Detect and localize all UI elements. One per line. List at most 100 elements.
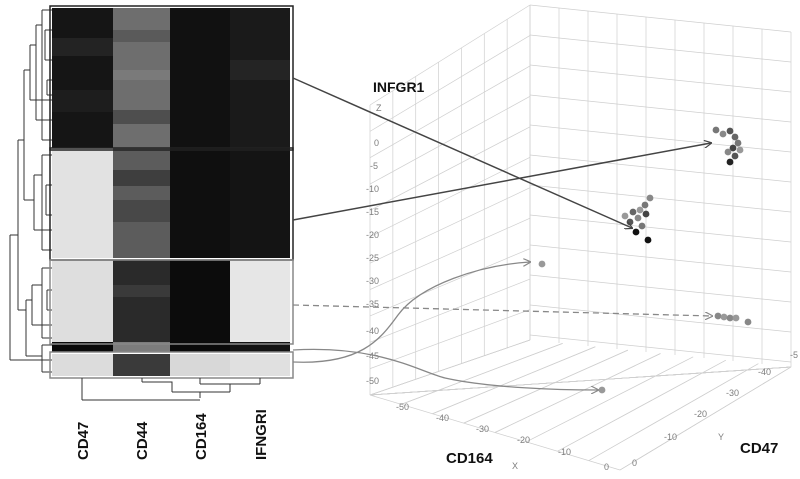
grid-line bbox=[619, 366, 792, 471]
heatmap-cluster-4 bbox=[52, 354, 290, 376]
grid-line bbox=[432, 346, 596, 415]
heatmap-cluster-1 bbox=[52, 8, 290, 148]
scatter-point bbox=[732, 314, 740, 322]
grid-line bbox=[529, 244, 792, 273]
z-tick: -50 bbox=[366, 376, 379, 386]
heatmap-separator-row bbox=[52, 342, 290, 352]
z-tick: -45 bbox=[366, 351, 379, 361]
y-tick: -20 bbox=[694, 409, 707, 419]
y-axis-name: CD47 bbox=[740, 440, 778, 457]
grid-line bbox=[369, 65, 531, 159]
x-tick: -20 bbox=[517, 435, 530, 445]
scatter-point bbox=[598, 386, 606, 394]
grid-line bbox=[369, 339, 531, 396]
y-tick: -40 bbox=[758, 367, 771, 377]
x-axis-ticks: -50 -40 -30 -20 -10 0 X bbox=[396, 402, 609, 472]
y-tick: 0 bbox=[632, 458, 637, 468]
z-tick: -35 bbox=[366, 299, 379, 309]
x-tick: -10 bbox=[558, 447, 571, 457]
scatter3d-grid bbox=[369, 4, 792, 471]
grid-line bbox=[369, 248, 531, 317]
grid-line bbox=[529, 184, 792, 213]
heatmap-column-labels: CD47 CD44 CD164 IFNGRI bbox=[75, 409, 270, 460]
scatter-point bbox=[729, 144, 737, 152]
grid-line bbox=[529, 124, 792, 153]
y-axis-letter: Y bbox=[718, 432, 724, 442]
arrow-cluster3-to-mid-points bbox=[292, 304, 712, 316]
z-axis-letter: Z bbox=[376, 103, 382, 113]
cluster-box-3 bbox=[49, 259, 294, 345]
grid-line bbox=[588, 363, 759, 461]
grid-line bbox=[529, 304, 792, 333]
grid-line bbox=[369, 366, 792, 396]
scatter-point bbox=[626, 218, 634, 226]
scatter-point bbox=[621, 212, 629, 220]
scatter-point bbox=[726, 127, 734, 135]
x-tick: -50 bbox=[396, 402, 409, 412]
heatmap-panel: CD47 CD44 CD164 IFNGRI bbox=[9, 5, 294, 460]
z-tick: -30 bbox=[366, 276, 379, 286]
grid-line bbox=[463, 349, 629, 424]
grid-line bbox=[369, 126, 531, 211]
grid-line bbox=[369, 35, 531, 132]
grid-line bbox=[494, 353, 661, 433]
arrow-cluster2-to-upper-group bbox=[292, 143, 711, 221]
grid-line bbox=[369, 96, 531, 185]
grid-line bbox=[369, 278, 531, 343]
grid-line bbox=[529, 334, 792, 363]
grid-line bbox=[526, 356, 694, 443]
heatmap-cluster-2 bbox=[52, 148, 290, 258]
grid-line bbox=[369, 4, 531, 106]
grid-line bbox=[369, 394, 621, 471]
y-axis-ticks: -5 -40 -30 -20 -10 0 Y bbox=[632, 350, 798, 468]
z-tick: -25 bbox=[366, 253, 379, 263]
connector-arrows bbox=[292, 77, 712, 390]
scatter-point bbox=[538, 260, 546, 268]
x-axis-letter: X bbox=[512, 461, 518, 471]
column-label-ifngri: IFNGRI bbox=[253, 409, 270, 460]
scatter-point bbox=[726, 314, 734, 322]
scatter-point bbox=[731, 152, 739, 160]
grid-line bbox=[369, 156, 531, 238]
arrow-cluster1-to-infgr1-group bbox=[292, 77, 632, 228]
scatter-point bbox=[714, 312, 722, 320]
scatter-point bbox=[712, 126, 720, 134]
z-axis-ticks: 0 -5 -10 -15 -20 -25 -30 -35 -40 -45 -50… bbox=[366, 103, 382, 386]
arrow-cluster3-curve-to-upper-point bbox=[292, 262, 530, 363]
scatter-point bbox=[634, 214, 642, 222]
scatter-point bbox=[644, 236, 652, 244]
z-tick: -20 bbox=[366, 230, 379, 240]
cluster-box-4 bbox=[49, 351, 294, 379]
scatter-point bbox=[734, 139, 742, 147]
grid-line bbox=[529, 214, 792, 243]
grid-line bbox=[529, 274, 792, 303]
grid-line bbox=[557, 359, 726, 452]
y-tick: -10 bbox=[664, 432, 677, 442]
z-tick: 0 bbox=[374, 138, 379, 148]
column-label-cd164: CD164 bbox=[193, 413, 210, 460]
scatter-point bbox=[736, 146, 744, 154]
z-tick: -40 bbox=[366, 326, 379, 336]
scatter-point bbox=[719, 130, 727, 138]
dendrogram bbox=[9, 9, 52, 373]
arrow-cluster4-curve-to-lower-point bbox=[292, 348, 598, 390]
scatter-point bbox=[720, 313, 728, 321]
z-tick: -10 bbox=[366, 184, 379, 194]
scatter-point bbox=[629, 208, 637, 216]
grid-line bbox=[369, 187, 531, 264]
x-tick: -40 bbox=[436, 413, 449, 423]
scatter-point bbox=[724, 148, 732, 156]
infgr1-annotation: INFGR1 bbox=[373, 79, 425, 95]
scatter3d-panel: 0 -5 -10 -15 -20 -25 -30 -35 -40 -45 -50… bbox=[366, 4, 798, 472]
column-label-cd44: CD44 bbox=[134, 421, 151, 460]
column-label-cd47: CD47 bbox=[75, 422, 92, 460]
x-axis-name: CD164 bbox=[446, 450, 493, 467]
heatmap-cluster-3 bbox=[52, 260, 290, 342]
scatter-point bbox=[636, 206, 644, 214]
scatter-point bbox=[632, 228, 640, 236]
scatter-point bbox=[744, 318, 752, 326]
scatter-point bbox=[642, 210, 650, 218]
scatter-point bbox=[638, 222, 646, 230]
y-tick: -5 bbox=[790, 350, 798, 360]
grid-line bbox=[529, 34, 792, 63]
